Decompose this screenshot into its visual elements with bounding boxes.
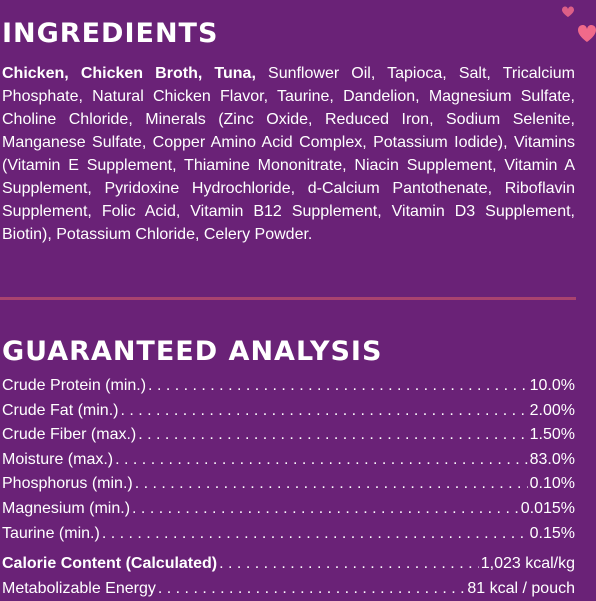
analysis-label: Moisture (max.) bbox=[2, 450, 114, 468]
guaranteed-analysis-title: GUARANTEED ANALYSIS bbox=[2, 336, 383, 367]
analysis-value: 83.0% bbox=[529, 450, 575, 468]
analysis-value: 0.10% bbox=[529, 475, 575, 493]
dot-leader bbox=[102, 522, 528, 547]
energy-label: Metabolizable Energy bbox=[2, 579, 156, 597]
analysis-label: Crude Fat (min.) bbox=[2, 401, 119, 419]
analysis-row: Crude Fat (min.) 2.00% bbox=[2, 399, 575, 424]
analysis-row: Magnesium (min.) 0.015% bbox=[2, 497, 575, 522]
dot-leader bbox=[138, 423, 527, 448]
energy-row: Metabolizable Energy 81 kcal / pouch bbox=[2, 577, 575, 601]
calorie-row: Calorie Content (Calculated) 1,023 kcal/k… bbox=[2, 552, 575, 577]
calorie-value: 1,023 kcal/kg bbox=[480, 555, 575, 573]
analysis-value: 2.00% bbox=[529, 401, 575, 419]
analysis-value: 0.15% bbox=[529, 524, 575, 542]
analysis-value: 10.0% bbox=[529, 377, 575, 394]
ingredients-list-text: Sunflower Oil, Tapioca, Salt, Tricalcium… bbox=[2, 65, 576, 243]
dot-leader bbox=[219, 552, 479, 577]
analysis-label: Crude Protein (min.) bbox=[2, 377, 147, 394]
analysis-row: Moisture (max.) 83.0% bbox=[2, 448, 575, 473]
analysis-label: Phosphorus (min.) bbox=[2, 475, 133, 493]
analysis-row: Phosphorus (min.) 0.10% bbox=[2, 472, 575, 497]
section-divider bbox=[0, 297, 576, 300]
ingredients-title: INGREDIENTS bbox=[2, 18, 219, 49]
dot-leader bbox=[132, 497, 519, 522]
hearts-decoration-icon bbox=[562, 6, 596, 42]
dot-leader bbox=[135, 472, 528, 497]
analysis-row: Crude Protein (min.) 10.0% bbox=[2, 374, 575, 399]
analysis-label: Crude Fiber (max.) bbox=[2, 426, 137, 444]
dot-leader bbox=[148, 374, 528, 399]
ingredients-text: Chicken, Chicken Broth, Tuna, Sunflower … bbox=[2, 62, 575, 246]
analysis-label: Magnesium (min.) bbox=[2, 499, 131, 517]
analysis-label: Taurine (min.) bbox=[2, 524, 100, 542]
dot-leader bbox=[115, 448, 528, 473]
ingredients-bold-text: Chicken, Chicken Broth, Tuna, bbox=[2, 65, 256, 82]
calorie-label: Calorie Content (Calculated) bbox=[2, 555, 218, 573]
dot-leader bbox=[158, 577, 466, 601]
dot-leader bbox=[120, 399, 527, 424]
analysis-value: 0.015% bbox=[520, 499, 575, 517]
energy-value: 81 kcal / pouch bbox=[467, 579, 575, 597]
analysis-table: Crude Protein (min.) 10.0% Crude Fat (min… bbox=[2, 374, 575, 601]
analysis-row: Taurine (min.) 0.15% bbox=[2, 522, 575, 547]
analysis-value: 1.50% bbox=[529, 426, 575, 444]
analysis-row: Crude Fiber (max.) 1.50% bbox=[2, 423, 575, 448]
